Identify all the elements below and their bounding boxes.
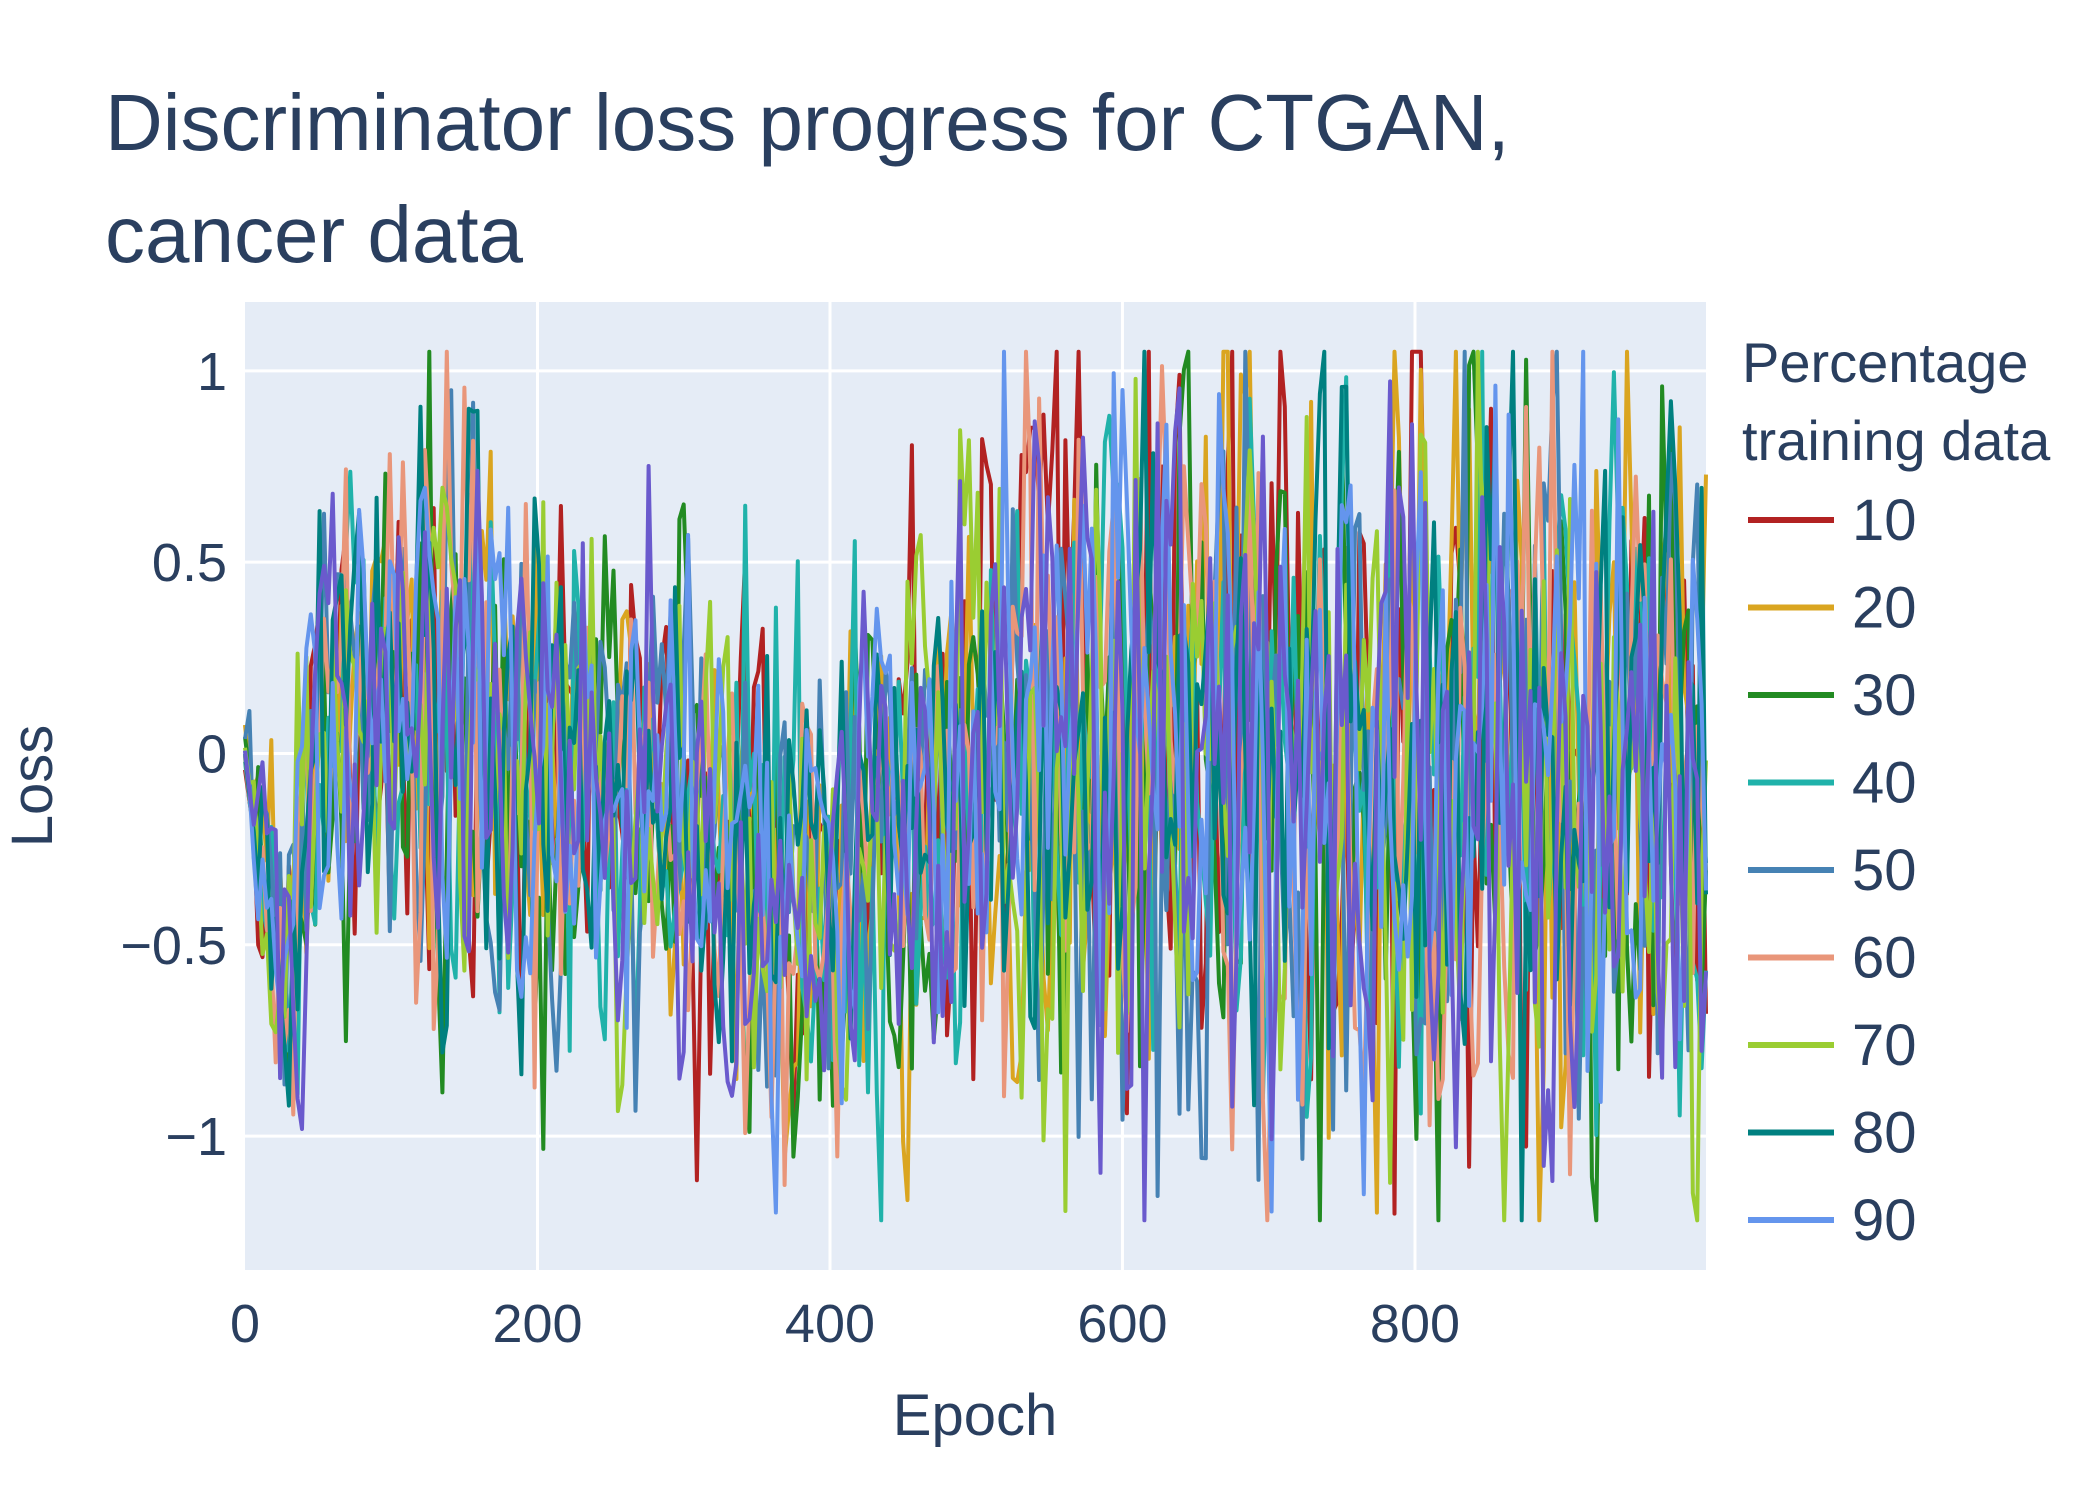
series-line-extra-9 <box>243 379 1708 1223</box>
y-tick-label: −0.5 <box>120 916 227 976</box>
legend-label-20: 20 <box>1852 576 1917 641</box>
x-axis-title: Epoch <box>893 1383 1057 1448</box>
y-tick-label: 1 <box>197 342 227 402</box>
series-lines <box>243 349 1708 1223</box>
legend-label-70: 70 <box>1852 1013 1917 1078</box>
legend-title-line-1: Percentage <box>1742 331 2028 394</box>
y-tick-label: 0 <box>197 724 227 784</box>
legend-title-line-2: training data <box>1742 409 2051 472</box>
y-axis-title: Loss <box>0 725 65 848</box>
x-tick-label: 400 <box>785 1294 875 1354</box>
legend-label-30: 30 <box>1852 663 1917 728</box>
legend: 10 20 30 40 50 60 70 80 90 <box>1748 488 1917 1253</box>
chart-title-line-1: Discriminator loss progress for CTGAN, <box>105 78 1510 167</box>
legend-label-40: 40 <box>1852 751 1917 816</box>
x-axis-ticks: 0 200 400 600 800 <box>230 1294 1460 1354</box>
y-tick-label: −1 <box>165 1107 227 1167</box>
series-line-90 <box>243 349 1708 1215</box>
y-axis-ticks: 1 0.5 0 −0.5 −1 <box>120 342 227 1167</box>
y-tick-label: 0.5 <box>152 533 227 593</box>
legend-label-60: 60 <box>1852 926 1917 991</box>
x-tick-label: 0 <box>230 1294 260 1354</box>
legend-label-50: 50 <box>1852 838 1917 903</box>
legend-label-10: 10 <box>1852 488 1917 553</box>
x-tick-label: 600 <box>1077 1294 1167 1354</box>
chart-title-line-2: cancer data <box>105 190 524 279</box>
x-tick-label: 200 <box>492 1294 582 1354</box>
legend-label-90: 90 <box>1852 1188 1917 1253</box>
x-tick-label: 800 <box>1370 1294 1460 1354</box>
legend-label-80: 80 <box>1852 1101 1917 1166</box>
